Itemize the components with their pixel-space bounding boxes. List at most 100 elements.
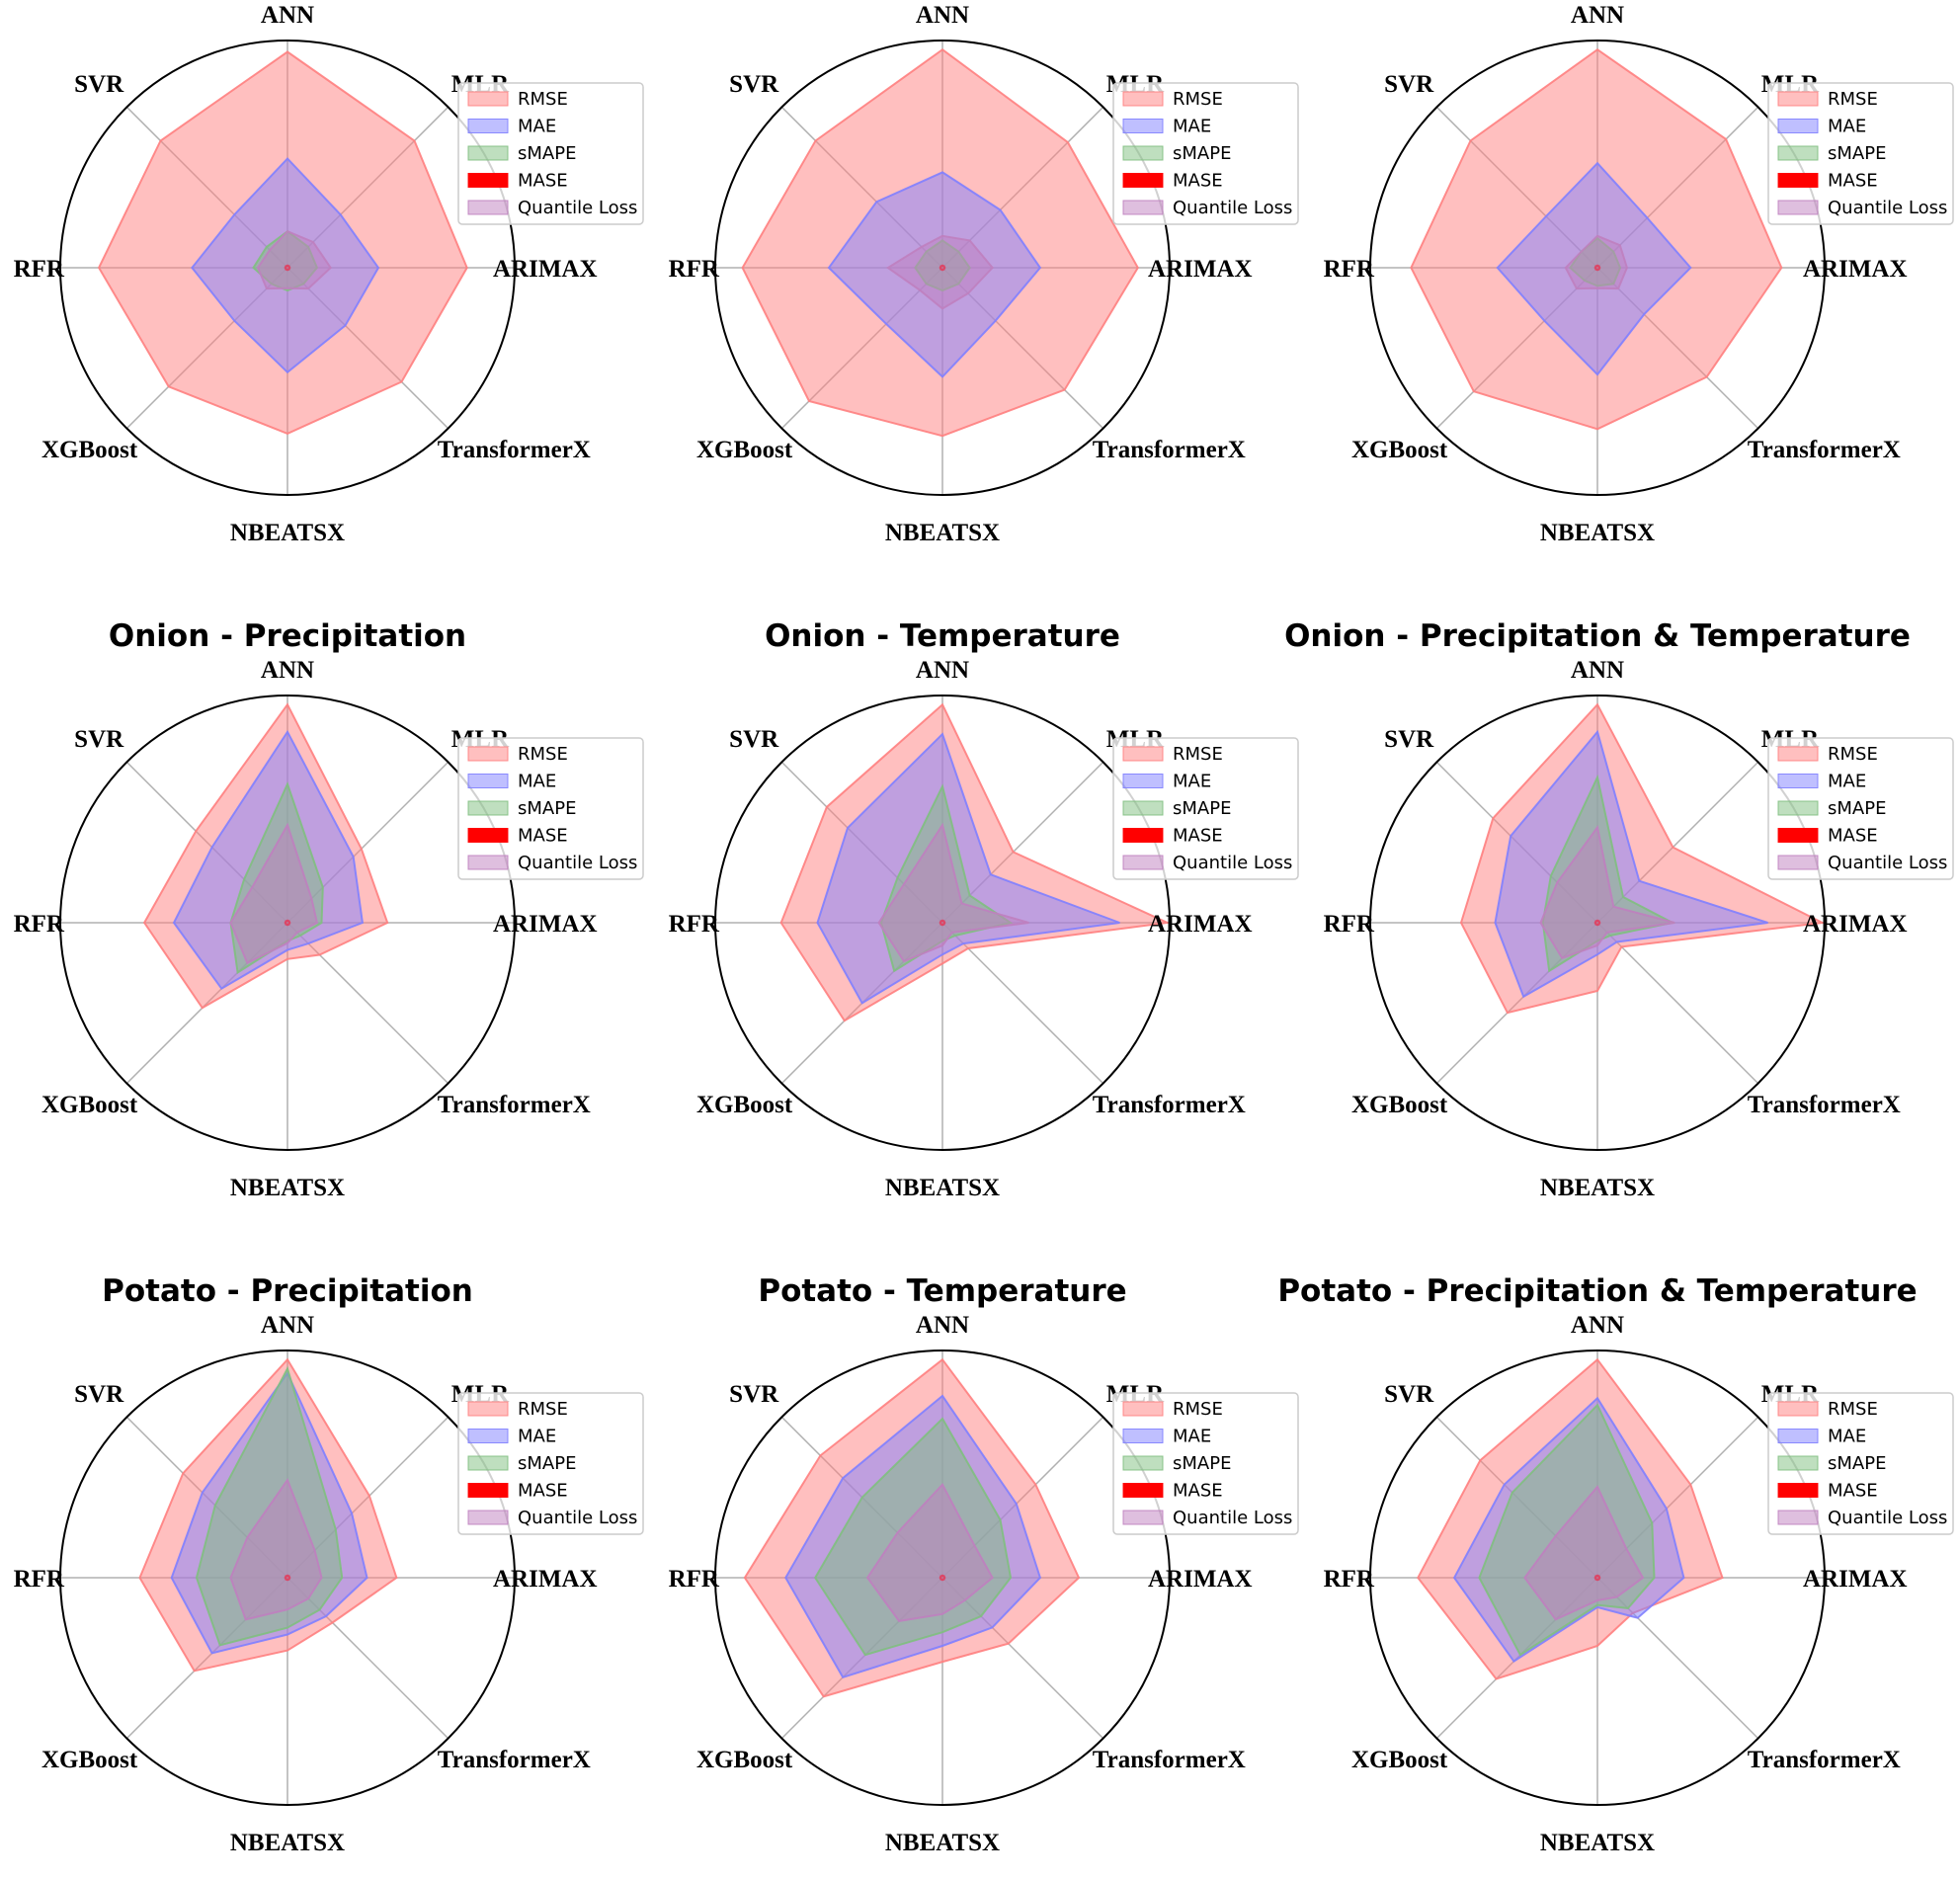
axis-label-xgboost: XGBoost xyxy=(41,437,138,463)
legend-swatch-smape xyxy=(1122,800,1164,816)
legend-label-smape: sMAPE xyxy=(518,798,576,819)
axis-label-rfr: RFR xyxy=(14,911,65,938)
legend: RMSE MAE sMAPE MASE Quantile Loss xyxy=(457,82,644,225)
axis-label-svr: SVR xyxy=(74,1381,124,1408)
axis-label-ann: ANN xyxy=(916,1312,969,1339)
legend-label-mase: MASE xyxy=(1828,1481,1878,1502)
chart-title: Potato - Temperature xyxy=(758,1273,1126,1309)
series-quantile-loss xyxy=(229,822,319,965)
legend-frame xyxy=(457,1392,644,1535)
legend-swatch-quantile-loss xyxy=(1777,200,1819,215)
legend-label-quantile-loss: Quantile Loss xyxy=(1173,198,1292,218)
legend-label-rmse: RMSE xyxy=(518,89,568,110)
spoke-transformerx xyxy=(941,922,1104,1085)
legend-swatch-mase xyxy=(467,828,509,843)
legend-label-mae: MAE xyxy=(1828,117,1866,137)
axis-label-svr: SVR xyxy=(1384,726,1434,753)
legend-label-mae: MAE xyxy=(518,1427,556,1447)
radar-frame xyxy=(59,1349,516,1806)
legend-label-mase: MASE xyxy=(518,171,568,192)
legend-frame xyxy=(1767,1392,1954,1535)
axis-label-transformerx: TransformerX xyxy=(1748,1092,1901,1118)
axis-label-nbeatsx: NBEATSX xyxy=(1540,1830,1655,1856)
axis-label-arimax: ARIMAX xyxy=(1148,911,1253,938)
chart-title: Onion - Precipitation xyxy=(109,618,466,654)
legend-swatch-mae xyxy=(1122,1429,1164,1443)
legend-swatch-mase xyxy=(1777,173,1819,188)
legend-swatch-rmse xyxy=(467,91,509,107)
legend-label-rmse: RMSE xyxy=(518,1399,568,1420)
axis-label-svr: SVR xyxy=(1384,71,1434,98)
legend-swatch-mae xyxy=(1122,774,1164,788)
axis-label-svr: SVR xyxy=(74,726,124,753)
axis-label-nbeatsx: NBEATSX xyxy=(1540,520,1655,546)
axis-label-ann: ANN xyxy=(261,657,314,684)
legend: RMSE MAE sMAPE MASE Quantile Loss xyxy=(1112,1392,1299,1535)
legend-swatch-rmse xyxy=(1122,1401,1164,1417)
legend-frame xyxy=(457,82,644,225)
radar-panel-tomato-precipitation: ANNMLRARIMAXTransformerXNBEATSXXGBoostRF… xyxy=(14,2,644,546)
chart-title: Potato - Precipitation xyxy=(102,1273,473,1309)
radar-frame xyxy=(59,40,516,496)
legend-swatch-mase xyxy=(467,173,509,188)
legend-label-smape: sMAPE xyxy=(1173,143,1231,164)
spoke-transformerx xyxy=(1596,922,1759,1085)
legend-label-quantile-loss: Quantile Loss xyxy=(518,198,637,218)
chart-title: Potato - Precipitation & Temperature xyxy=(1277,1273,1917,1309)
axis-label-nbeatsx: NBEATSX xyxy=(1540,1175,1655,1201)
axis-label-xgboost: XGBoost xyxy=(1351,1747,1448,1773)
legend-swatch-rmse xyxy=(467,746,509,762)
axis-label-rfr: RFR xyxy=(1324,911,1375,938)
legend-label-rmse: RMSE xyxy=(1173,1399,1223,1420)
radar-frame xyxy=(59,695,516,1151)
axis-label-rfr: RFR xyxy=(669,1566,720,1593)
axis-label-arimax: ARIMAX xyxy=(1803,1566,1908,1593)
legend-label-mae: MAE xyxy=(518,772,556,792)
series-quantile-loss xyxy=(1564,234,1628,290)
axis-label-rfr: RFR xyxy=(14,1566,65,1593)
axis-label-rfr: RFR xyxy=(1324,256,1375,283)
axis-label-arimax: ARIMAX xyxy=(1803,911,1908,938)
radar-panel-potato-temperature: ANNMLRARIMAXTransformerXNBEATSXXGBoostRF… xyxy=(669,1273,1299,1856)
axis-label-ann: ANN xyxy=(1571,2,1624,29)
legend-frame xyxy=(1112,1392,1299,1535)
legend-label-quantile-loss: Quantile Loss xyxy=(1828,853,1947,873)
legend-swatch-mae xyxy=(467,774,509,788)
legend-swatch-smape xyxy=(467,145,509,161)
legend-swatch-mase xyxy=(467,1483,509,1498)
axis-label-arimax: ARIMAX xyxy=(1803,256,1908,283)
legend-label-quantile-loss: Quantile Loss xyxy=(1828,198,1947,218)
radar-panel-tomato-precipitation-and-temperature: ANNMLRARIMAXTransformerXNBEATSXXGBoostRF… xyxy=(1324,2,1954,546)
legend-frame xyxy=(1767,737,1954,880)
series-quantile-loss xyxy=(877,822,1029,963)
legend-swatch-mase xyxy=(1777,828,1819,843)
legend-label-rmse: RMSE xyxy=(1173,89,1223,110)
legend-swatch-mae xyxy=(1777,1429,1819,1443)
axis-label-xgboost: XGBoost xyxy=(1351,437,1448,463)
axis-label-nbeatsx: NBEATSX xyxy=(885,1830,1000,1856)
legend-swatch-rmse xyxy=(1122,91,1164,107)
legend-frame xyxy=(457,737,644,880)
legend: RMSE MAE sMAPE MASE Quantile Loss xyxy=(457,737,644,880)
series-quantile-loss xyxy=(256,230,333,290)
legend-swatch-rmse xyxy=(1122,746,1164,762)
axis-label-svr: SVR xyxy=(729,71,779,98)
legend: RMSE MAE sMAPE MASE Quantile Loss xyxy=(1767,82,1954,225)
legend-label-smape: sMAPE xyxy=(1828,798,1886,819)
legend-label-smape: sMAPE xyxy=(518,1453,576,1474)
legend-swatch-smape xyxy=(467,800,509,816)
axis-label-transformerx: TransformerX xyxy=(1748,1747,1901,1773)
legend-label-mase: MASE xyxy=(1828,171,1878,192)
legend-label-smape: sMAPE xyxy=(1828,143,1886,164)
radar-panel-onion-precipitation-and-temperature: ANNMLRARIMAXTransformerXNBEATSXXGBoostRF… xyxy=(1284,618,1954,1201)
legend-label-mae: MAE xyxy=(1173,772,1211,792)
series-quantile-loss xyxy=(1523,1485,1645,1621)
legend-swatch-mae xyxy=(1122,119,1164,133)
axis-label-arimax: ARIMAX xyxy=(1148,1566,1253,1593)
legend: RMSE MAE sMAPE MASE Quantile Loss xyxy=(1767,1392,1954,1535)
legend-swatch-mase xyxy=(1122,828,1164,843)
legend-label-mase: MASE xyxy=(1173,171,1223,192)
legend-label-smape: sMAPE xyxy=(518,143,576,164)
radar-panel-potato-precipitation: ANNMLRARIMAXTransformerXNBEATSXXGBoostRF… xyxy=(14,1273,644,1856)
legend-label-mase: MASE xyxy=(1173,1481,1223,1502)
